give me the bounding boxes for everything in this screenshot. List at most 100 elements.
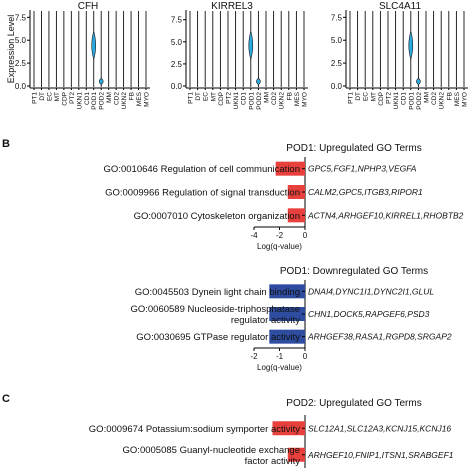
bar-x-tick-label: 0 bbox=[303, 231, 308, 240]
bar-category-label: GO:0009674 Potassium:sodium symporter ac… bbox=[89, 424, 300, 435]
bar-category-label: regulator activity bbox=[231, 315, 300, 326]
bar-category-label: GO:0007010 Cytoskeleton organization bbox=[134, 211, 300, 222]
bar-gene-annotation: CHN1,DOCK5,RAPGEF6,PSD3 bbox=[308, 309, 430, 319]
violin-x-tick-label: PT1 bbox=[188, 92, 195, 104]
violin-title: SLC4A11 bbox=[379, 1, 422, 12]
violin-x-tick-label: FB bbox=[446, 92, 453, 100]
bar-category-label: GO:0005085 Guanyl-nucleotide exchange bbox=[123, 445, 300, 456]
violin-x-tick-label: MYO bbox=[462, 92, 469, 107]
violin-x-tick-label: CD2 bbox=[114, 92, 121, 105]
violin-x-tick-label: PT1 bbox=[348, 92, 355, 104]
violin-x-tick-label: PT2 bbox=[69, 92, 76, 104]
bar-category-label: GO:0010646 Regulation of cell communicat… bbox=[104, 164, 300, 175]
violin-y-tick-label: 7.5 bbox=[171, 16, 183, 25]
bar-chart-pod2-up: POD2: Upregulated GO Terms SLC12A1,SLC12A… bbox=[89, 398, 454, 468]
bar-x-tick-label: -4 bbox=[250, 231, 258, 240]
violin-x-tick-label: MYO bbox=[144, 92, 151, 107]
violin-x-tick-label: CD2 bbox=[431, 92, 438, 105]
violin-x-tick-label: MES bbox=[136, 91, 143, 106]
bar-gene-annotation: ARHGEF10,FNIP1,ITSN1,SRABGEF1 bbox=[307, 450, 454, 460]
bar-x-tick-label: -2 bbox=[276, 231, 284, 240]
bar bbox=[272, 421, 305, 436]
violin-title: KIRREL3 bbox=[211, 1, 253, 12]
violin-x-tick-label: DT bbox=[195, 92, 202, 101]
bar-gene-annotation: ARHGEF38,RASA1,RGPD8,SRGAP2 bbox=[307, 332, 452, 342]
bar bbox=[287, 447, 305, 462]
violin-x-tick-label: MT bbox=[210, 92, 217, 101]
bar-gene-annotation: DNAI4,DYNC1I1,DYNC2I1,GLUL bbox=[308, 286, 434, 296]
violin-ylabel: Expression Level bbox=[6, 15, 16, 84]
violin-x-tick-label: POD2 bbox=[99, 92, 106, 110]
bar-chart-title: POD1: Downregulated GO Terms bbox=[280, 266, 428, 277]
violin-x-tick-label: EC bbox=[46, 92, 53, 101]
violin-y-tick-label: 2.5 bbox=[171, 60, 183, 69]
bar-category-label: GO:0009966 Regulation of signal transduc… bbox=[105, 188, 300, 199]
violin-x-tick-label: POD2 bbox=[416, 92, 423, 110]
violin-x-tick-label: MT bbox=[54, 92, 61, 101]
bar bbox=[287, 208, 305, 223]
violin-y-tick-label: 0.0 bbox=[15, 82, 27, 91]
violin-x-tick-label: CD2 bbox=[271, 92, 278, 105]
bar bbox=[287, 185, 305, 199]
bar-x-axis-label: Log(q-value) bbox=[257, 242, 302, 251]
bar-chart-pod1-down: POD1: Downregulated GO Terms DNAI4,DYNC1I… bbox=[130, 266, 451, 372]
violin-x-tick-label: POD1 bbox=[248, 92, 255, 110]
violin-body-pod2 bbox=[416, 78, 421, 85]
violin-x-tick-label: EC bbox=[203, 92, 210, 101]
bar-x-tick-label: -2 bbox=[250, 352, 258, 361]
violin-x-tick-label: MES bbox=[454, 91, 461, 106]
violin-body-pod1 bbox=[408, 30, 414, 61]
violin-x-tick-label: FB bbox=[129, 92, 136, 100]
violin-x-tick-label: MM bbox=[424, 92, 431, 103]
violin-x-tick-label: UKN2 bbox=[121, 92, 128, 110]
violin-x-tick-label: MT bbox=[370, 92, 377, 101]
bar-gene-annotation: GPC5,FGF1,NPHP3,VEGFA bbox=[308, 164, 417, 174]
violin-x-tick-label: CDP bbox=[61, 92, 68, 106]
violin-y-tick-label: 7.5 bbox=[331, 13, 343, 22]
violin-y-tick-label: 5.0 bbox=[171, 38, 183, 47]
violin-x-tick-label: MM bbox=[106, 92, 113, 103]
bar-gene-annotation: CALM2,GPC5,ITGB3,RIPOR1 bbox=[308, 187, 423, 197]
violin-y-tick-label: 0.0 bbox=[331, 82, 343, 91]
violin-body-pod2 bbox=[98, 78, 104, 85]
violin-x-tick-label: MYO bbox=[302, 92, 309, 107]
violin-x-tick-label: POD1 bbox=[91, 92, 98, 110]
violin-x-tick-label: PT2 bbox=[386, 92, 393, 104]
violin-x-tick-label: MM bbox=[264, 92, 271, 103]
violin-x-tick-label: CDP bbox=[378, 92, 385, 106]
bar-category-label: factor activity bbox=[245, 456, 301, 467]
bar-x-axis-label: Log(q-value) bbox=[257, 363, 302, 372]
panel-label-c: C bbox=[2, 393, 10, 405]
bar-category-label: GO:0045503 Dynein light chain binding bbox=[135, 287, 300, 298]
violin-y-tick-label: 0.0 bbox=[171, 82, 183, 91]
violin-x-tick-label: UKN1 bbox=[233, 92, 240, 110]
violin-x-tick-label: PT1 bbox=[32, 92, 39, 104]
violin-x-tick-label: POD2 bbox=[256, 92, 263, 110]
violin-x-tick-label: UKN2 bbox=[279, 92, 286, 110]
violin-body-pod1 bbox=[91, 30, 97, 61]
violin-y-tick-label: 2.5 bbox=[331, 59, 343, 68]
violin-y-tick-label: 7.5 bbox=[15, 13, 27, 22]
violin-x-tick-label: UKN1 bbox=[76, 92, 83, 110]
violin-x-tick-label: CD1 bbox=[241, 92, 248, 105]
violin-x-tick-label: PT2 bbox=[226, 92, 233, 104]
bar-category-label: GO:0030695 GTPase regulator activity bbox=[136, 332, 300, 343]
violin-title: CFH bbox=[78, 1, 99, 12]
violin-x-tick-label: MES bbox=[294, 91, 301, 106]
bar bbox=[269, 329, 305, 344]
bar bbox=[275, 161, 305, 176]
violin-y-tick-label: 5.0 bbox=[331, 36, 343, 45]
bar-x-tick-label: 0 bbox=[303, 352, 308, 361]
bar-gene-annotation: ACTN4,ARHGEF10,KIRREL1,RHOBTB2 bbox=[307, 210, 464, 220]
violin-x-tick-label: POD1 bbox=[408, 92, 415, 110]
violin-x-tick-label: DT bbox=[355, 92, 362, 101]
violin-body-pod1 bbox=[248, 30, 254, 61]
bar-x-tick-label: -1 bbox=[276, 352, 284, 361]
bar-gene-annotation: SLC12A1,SLC12A3,KCNJ15,KCNJ16 bbox=[308, 423, 451, 433]
bar-category-label: GO:0060589 Nucleoside-triphosphatase bbox=[130, 304, 300, 315]
violin-x-tick-label: FB bbox=[286, 92, 293, 100]
